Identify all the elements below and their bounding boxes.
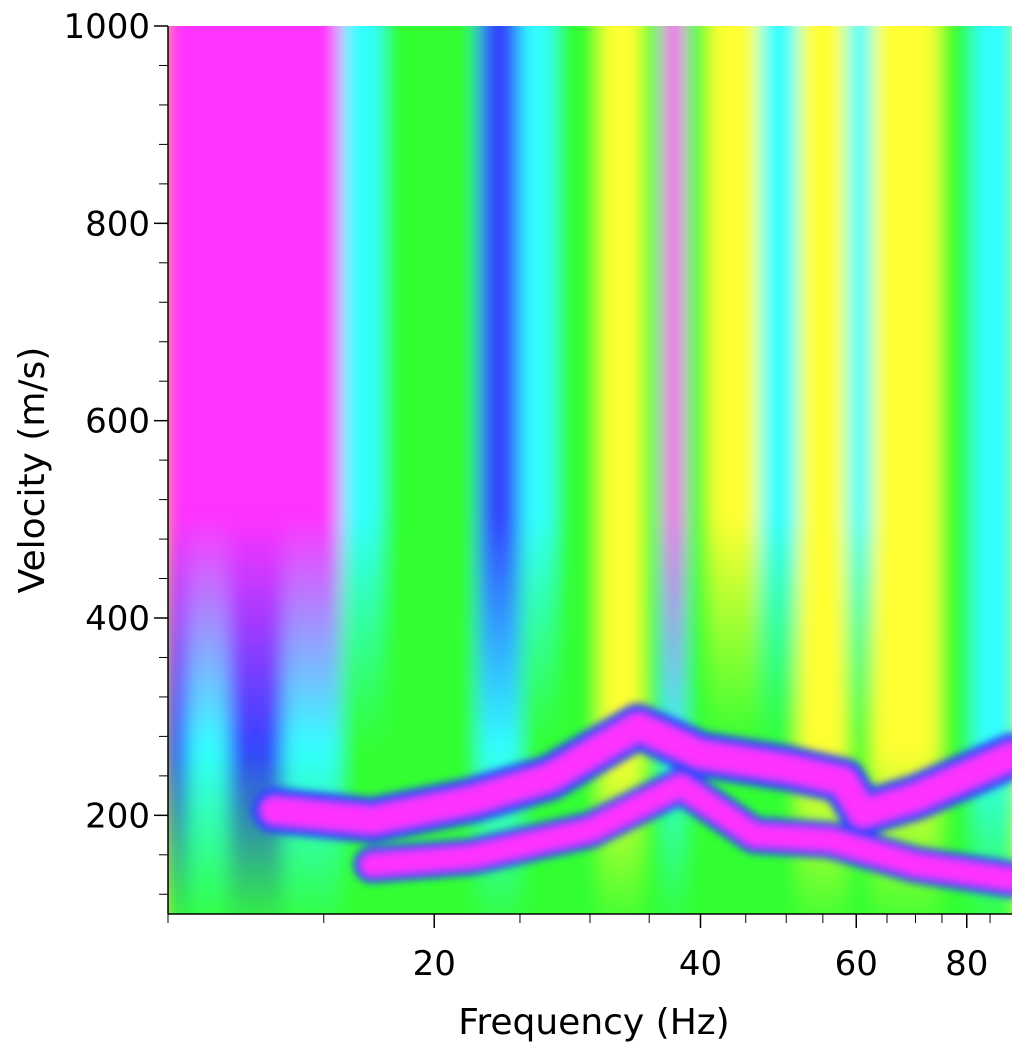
heatmap-band (187, 26, 235, 914)
y-tick-label: 600 (85, 402, 150, 442)
y-tick-label: 200 (85, 796, 150, 836)
heatmap-band (228, 26, 290, 914)
ridge-higher (361, 775, 1012, 890)
x-axis-ticks: 20 40 60 80 (167, 914, 991, 984)
y-axis-title: Velocity (m/s) (12, 347, 53, 594)
x-axis-title: Frequency (Hz) (458, 1002, 729, 1043)
x-tick-label: 20 (413, 944, 456, 984)
x-tick-label: 80 (945, 944, 988, 984)
x-tick-label: 60 (835, 944, 878, 984)
y-tick-label: 400 (85, 599, 150, 639)
heatmap-band (382, 26, 438, 914)
heatmap-band (340, 26, 389, 914)
dispersion-ridges (251, 703, 1012, 898)
heatmap-band (759, 26, 805, 914)
ridge-fundamental (261, 713, 1012, 834)
heatmap-band (283, 26, 347, 914)
heatmap-plot-area (168, 26, 1012, 914)
heatmap-band (431, 26, 485, 914)
y-tick-label: 800 (85, 204, 150, 244)
y-axis-ticks: 200 400 600 800 1000 (63, 7, 168, 895)
x-tick-label: 40 (679, 944, 722, 984)
y-tick-label: 1000 (63, 7, 150, 47)
